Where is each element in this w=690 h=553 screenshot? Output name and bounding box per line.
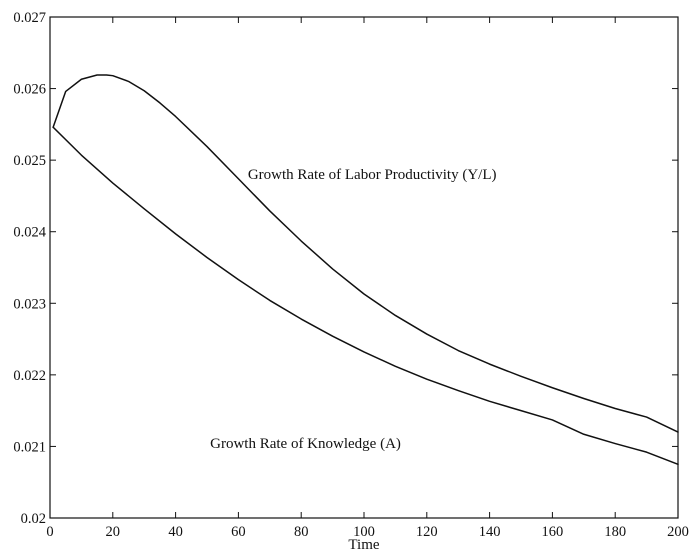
labor-productivity-growth-line [52, 74, 679, 433]
x-tick-label: 120 [416, 524, 438, 540]
annotation-layer: Growth Rate of Labor Productivity (Y/L) … [210, 167, 496, 452]
x-ticks: 0 20 40 60 80 100 120 140 160 180 200 [46, 17, 689, 540]
x-tick-label: 80 [294, 524, 309, 540]
y-tick-label: 0.021 [13, 439, 46, 455]
x-tick-label: 180 [604, 524, 626, 540]
x-tick-label: 200 [667, 524, 689, 540]
y-tick-label: 0.02 [21, 511, 46, 527]
x-tick-label: 20 [106, 524, 121, 540]
y-tick-label: 0.027 [13, 10, 46, 26]
annotation-knowledge: Growth Rate of Knowledge (A) [210, 436, 401, 452]
x-axis-label: Time [348, 537, 379, 553]
series-layer [52, 74, 679, 466]
x-tick-label: 0 [46, 524, 53, 540]
y-ticks: 0.02 0.021 0.022 0.023 0.024 0.025 0.026 0.027 [13, 10, 678, 527]
y-tick-label: 0.023 [13, 296, 46, 312]
knowledge-growth-line [52, 126, 679, 466]
y-tick-label: 0.025 [13, 153, 46, 169]
plot-frame [49, 16, 679, 519]
x-tick-label: 160 [542, 524, 564, 540]
x-tick-label: 140 [479, 524, 501, 540]
annotation-labor-productivity: Growth Rate of Labor Productivity (Y/L) [248, 167, 497, 183]
x-tick-label: 100 [353, 524, 375, 540]
x-tick-label: 60 [231, 524, 246, 540]
x-tick-label: 40 [168, 524, 183, 540]
y-tick-label: 0.022 [13, 368, 46, 384]
y-tick-label: 0.024 [13, 225, 46, 241]
y-tick-label: 0.026 [13, 82, 46, 98]
